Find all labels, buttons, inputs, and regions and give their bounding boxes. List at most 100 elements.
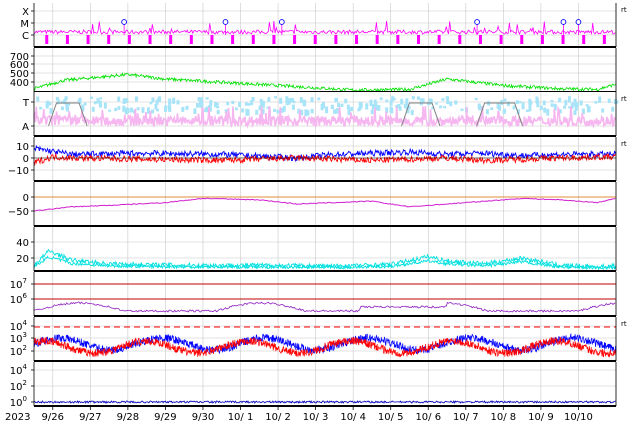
radio-t-point [441, 98, 445, 101]
radio-t-point [344, 98, 348, 104]
flare-bar [210, 35, 214, 44]
radio-t-point [56, 99, 60, 105]
series-group [33, 72, 617, 93]
radio-t-point [446, 97, 450, 105]
radio-t-point [535, 96, 539, 103]
radio-t-point [129, 107, 133, 113]
radio-t-point [241, 108, 245, 113]
radio-t-point [251, 97, 255, 102]
y-tick-label: 104 [10, 319, 28, 333]
radio-t-point [611, 106, 615, 112]
radio-t-point [525, 109, 529, 113]
radio-t-point [542, 100, 546, 106]
radio-t-point [333, 109, 337, 114]
radio-t-point [290, 97, 294, 103]
y-tick-label: 40 [16, 238, 29, 249]
radio-t-point [503, 98, 507, 102]
flare-bar [540, 35, 544, 44]
radio-t-point [99, 104, 103, 108]
right-marker: rt [621, 6, 627, 14]
radio-t-point [389, 99, 393, 106]
radio-t-point [601, 108, 605, 113]
y-tick-label: 500 [10, 69, 29, 80]
radio-t-point [543, 107, 547, 113]
radio-t-point [375, 106, 379, 111]
radio-t-point [117, 106, 121, 110]
radio-t-point [185, 105, 189, 110]
y-tick-label: 103 [10, 331, 27, 345]
y-tick-label: 600 [10, 60, 29, 71]
y-tick-label: 0 [23, 154, 29, 165]
radio-t-point [209, 100, 213, 106]
series-group [33, 399, 616, 404]
radio-t-point [460, 108, 464, 112]
radio-t-point [416, 96, 420, 100]
radio-t-point [349, 107, 353, 112]
radio-t-point [45, 101, 49, 108]
flare-bar [313, 35, 317, 44]
flare-bar [396, 35, 400, 44]
radio-t-point [370, 109, 374, 115]
radio-t-point [214, 104, 218, 108]
radio-t-point [337, 102, 341, 108]
x-tick-label: 10/ 8 [491, 412, 517, 423]
y-tick-label: 102 [10, 344, 27, 358]
radio-t-point [587, 106, 591, 113]
panel-background [34, 272, 616, 316]
y-tick-label: 102 [10, 379, 27, 393]
radio-t-point [528, 98, 532, 105]
flare-bar [169, 35, 173, 44]
radio-t-point [81, 106, 85, 112]
radio-t-point [304, 109, 308, 117]
radio-t-point [198, 101, 202, 108]
radio-t-point [214, 101, 218, 108]
radio-t-point [594, 101, 598, 104]
radio-t-point [575, 102, 579, 108]
radio-t-point [155, 99, 159, 105]
y-tick-label: C [22, 31, 29, 42]
radio-t-point [136, 107, 140, 111]
radio-t-point [503, 108, 507, 113]
radio-t-point [400, 98, 404, 105]
radio-t-point [224, 109, 228, 113]
x-axis-year: 2023 [5, 412, 30, 423]
radio-t-point [244, 102, 248, 106]
radio-plateau [476, 102, 524, 127]
panel-background [34, 3, 616, 47]
radio-t-point [246, 109, 250, 116]
radio-a-series [33, 105, 617, 129]
radio-t-point [98, 100, 102, 107]
radio-t-point [287, 98, 291, 103]
radio-t-point [478, 104, 482, 111]
radio-t-point [325, 106, 329, 114]
flare-bar [107, 35, 111, 44]
dst-series [33, 197, 616, 212]
radio-t-point [490, 107, 494, 111]
radio-t-point [299, 97, 303, 104]
radio-t-point [395, 104, 399, 108]
radio-t-point [226, 101, 230, 106]
y-tick-label: 700 [10, 52, 29, 63]
radio-t-point [181, 106, 185, 111]
x-tick-label: 9/29 [154, 412, 176, 423]
radio-t-point [474, 97, 478, 101]
flare-bar [65, 35, 69, 44]
y-tick-label: 400 [10, 78, 29, 89]
radio-t-point [613, 99, 617, 105]
radio-t-point [443, 105, 447, 109]
flare-bar [189, 35, 193, 44]
x-tick-label: 10/ 2 [265, 412, 291, 423]
radio-t-point [231, 100, 235, 105]
panel-dst: 0−50 [8, 182, 617, 227]
flare-marker [278, 19, 285, 25]
radio-t-point [247, 103, 251, 106]
radio-t-point [255, 109, 259, 115]
radio-t-point [574, 106, 578, 111]
y-tick-label: 104 [10, 363, 28, 377]
radio-t-point [506, 101, 510, 107]
flare-bar [334, 35, 338, 44]
radio-t-point [303, 100, 307, 107]
radio-t-point [570, 102, 574, 109]
